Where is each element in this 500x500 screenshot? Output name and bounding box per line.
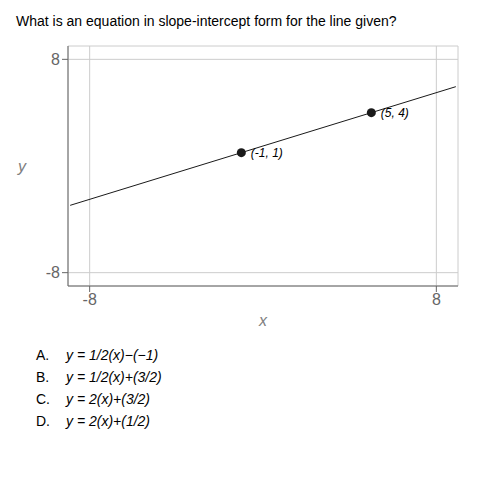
html-text:B.: B. bbox=[36, 369, 50, 385]
html-text:y = 1/2(x)+(3/2): y = 1/2(x)+(3/2) bbox=[66, 369, 162, 385]
html-text:y = 2(x)+(1/2): y = 2(x)+(1/2) bbox=[66, 413, 150, 429]
svg-text:-8: -8 bbox=[46, 264, 60, 281]
svg-text:y: y bbox=[17, 158, 27, 175]
svg-text:8: 8 bbox=[51, 51, 60, 68]
html-text:y = 2(x)+(3/2): y = 2(x)+(3/2) bbox=[66, 391, 150, 407]
svg-text:(-1, 1): (-1, 1) bbox=[251, 146, 283, 160]
html-text:C.: C. bbox=[36, 391, 50, 407]
svg-text:-8: -8 bbox=[83, 291, 97, 308]
html-text:D.: D. bbox=[36, 413, 50, 429]
html-text:y = 1/2(x)−(−1): y = 1/2(x)−(−1) bbox=[66, 347, 159, 363]
html-text:What is an equation in slope-i: What is an equation in slope-intercept f… bbox=[16, 13, 397, 29]
svg-text:8: 8 bbox=[432, 291, 441, 308]
html-text:A.: A. bbox=[36, 347, 50, 363]
svg-text:(5, 4): (5, 4) bbox=[381, 106, 409, 120]
svg-text:x: x bbox=[258, 312, 268, 329]
